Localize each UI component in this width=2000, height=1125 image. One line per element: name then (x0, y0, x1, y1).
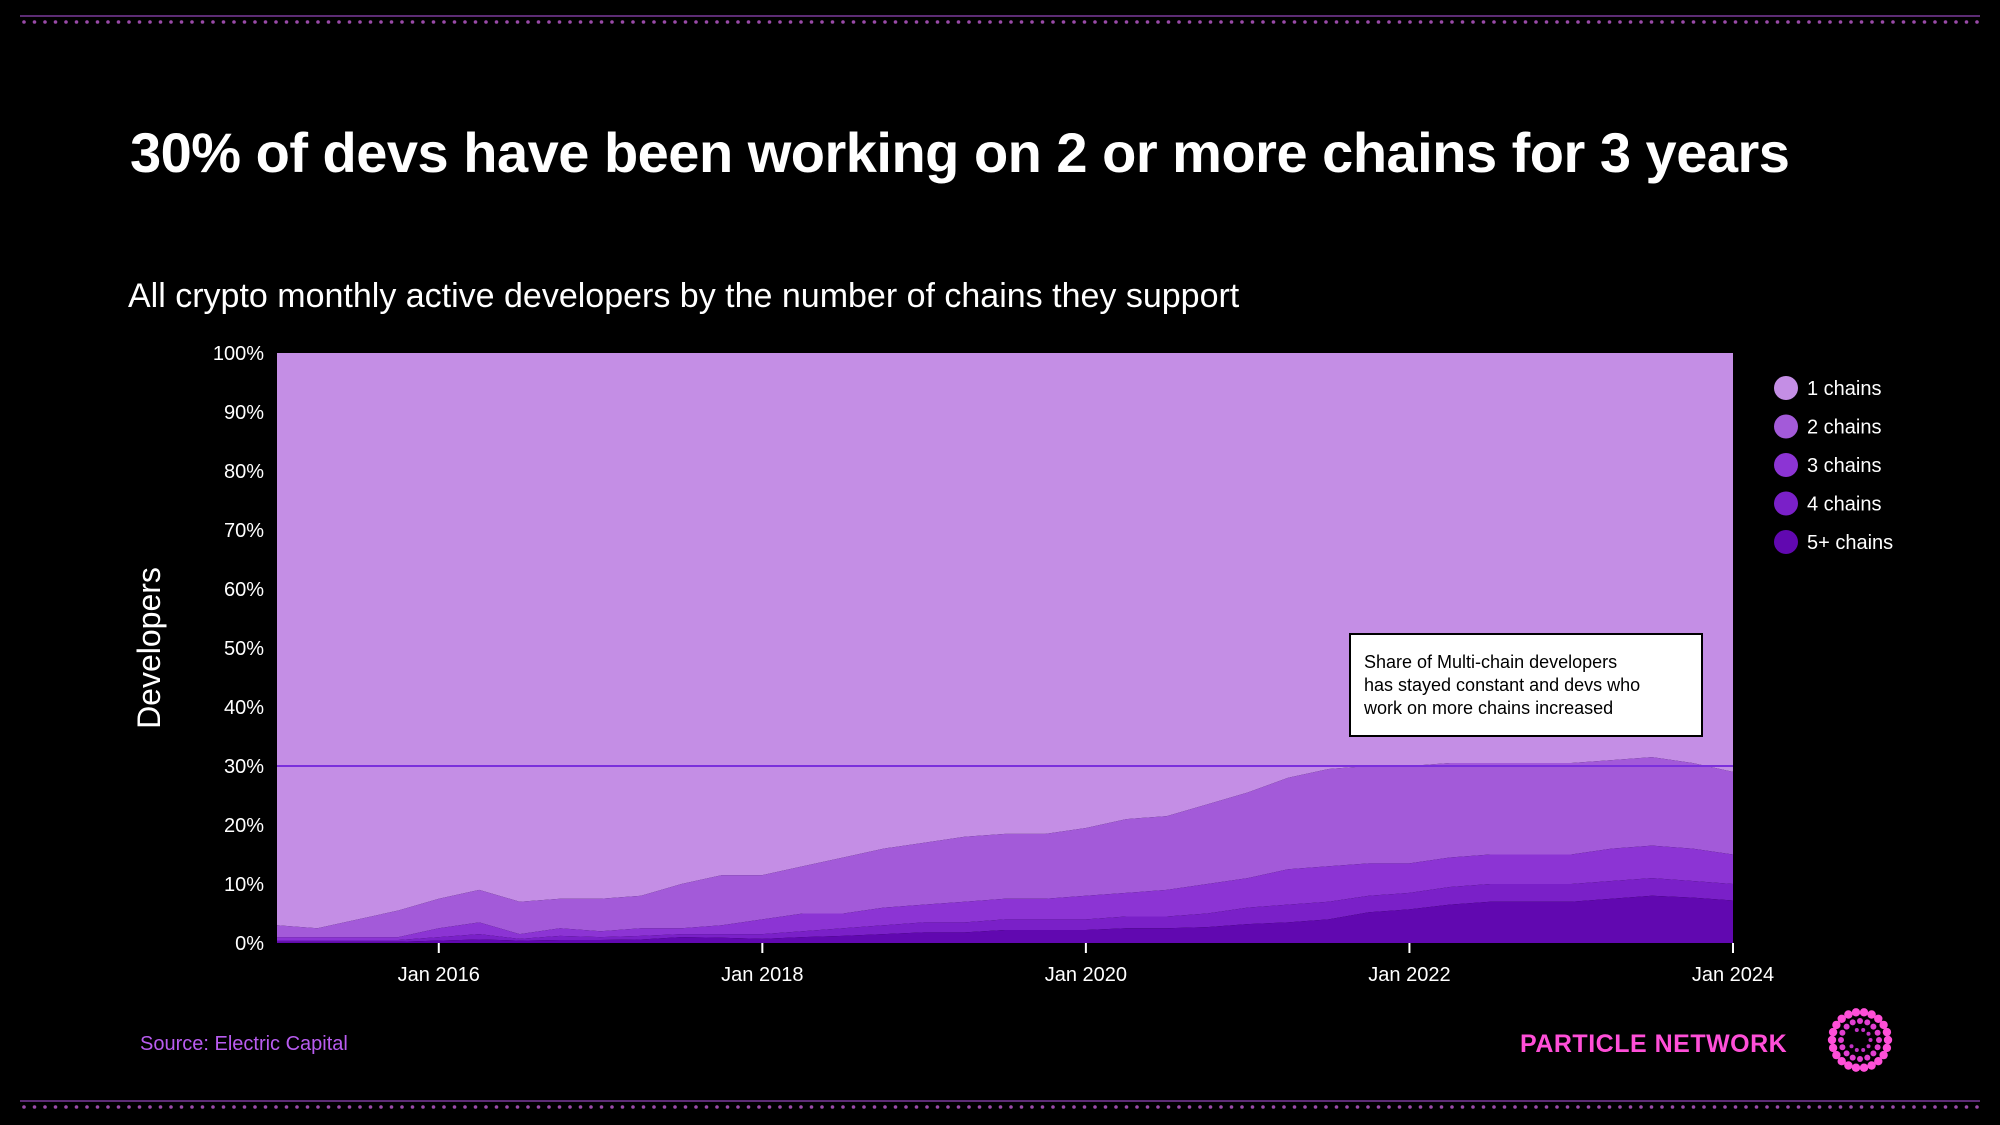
y-tick-label: 70% (224, 520, 264, 542)
annotation-text-line: work on more chains increased (1363, 698, 1613, 718)
area-series-2-chains (277, 757, 1733, 938)
annotation-text-line: has stayed constant and devs who (1364, 675, 1640, 695)
legend-swatch (1774, 414, 1798, 439)
annotation-box-background (1349, 633, 1703, 737)
y-tick-label: 30% (224, 756, 264, 778)
y-tick-label: 60% (224, 579, 264, 601)
y-axis-tick-labels: 0% 10% 20% 30% 40% 50% 60% 70% 80% 90% 100% (213, 343, 264, 955)
x-tick-label: Jan 2016 (398, 964, 480, 986)
x-tick-label: Jan 2022 (1368, 964, 1450, 986)
area-series-1-chains (277, 353, 1733, 929)
y-tick-label: 100% (213, 343, 264, 365)
legend-swatch (1774, 376, 1798, 400)
legend-label: 3 chains (1807, 455, 1882, 477)
brand-name: PARTICLE NETWORK (1520, 1030, 1788, 1058)
source-caption: Source: Electric Capital (140, 1033, 348, 1055)
y-tick-label: 80% (224, 461, 264, 483)
y-tick-label: 20% (224, 815, 264, 837)
legend-label: 2 chains (1807, 417, 1882, 439)
legend-swatch (1774, 530, 1798, 554)
top-dotted-border (20, 15, 1980, 24)
area-series-group (277, 353, 1733, 943)
particle-network-logo-icon (1827, 1008, 1893, 1072)
page-title: 30% of devs have been working on 2 or mo… (130, 121, 1790, 184)
y-axis-label: Developers (131, 567, 167, 729)
y-tick-label: 40% (224, 697, 264, 719)
stacked-area-chart: 0% 10% 20% 30% 40% 50% 60% 70% 80% 90% 100% Jan 20… (131, 343, 1893, 986)
chart-title: All crypto monthly active developers by … (128, 277, 1240, 315)
area-series-3-chains (277, 845, 1733, 940)
x-tick-label: Jan 2024 (1692, 964, 1774, 986)
annotation-box: Share of Multi-chain developers has staye… (1349, 633, 1703, 737)
x-tick-label: Jan 2020 (1045, 964, 1127, 986)
x-axis-tick-labels: Jan 2016 Jan 2018 Jan 2020 Jan 2022 Jan 2024 (398, 943, 1774, 986)
area-series-4-chains (277, 878, 1733, 942)
y-tick-label: 50% (224, 638, 264, 660)
legend: 1 chains 2 chains 3 chains 4 chains 5+ chain… (1774, 376, 1893, 554)
legend-label: 5+ chains (1807, 532, 1893, 554)
y-tick-label: 10% (224, 874, 264, 896)
y-tick-label: 90% (224, 402, 264, 424)
legend-swatch (1774, 453, 1798, 477)
y-tick-label: 0% (235, 933, 264, 955)
legend-label: 1 chains (1807, 378, 1882, 400)
bottom-dotted-border (20, 1100, 1980, 1109)
x-tick-label: Jan 2018 (721, 964, 803, 986)
area-series-5-chains (277, 895, 1733, 943)
annotation-text-line: Share of Multi-chain developers (1364, 652, 1617, 672)
legend-label: 4 chains (1807, 494, 1882, 516)
legend-swatch (1774, 491, 1798, 516)
